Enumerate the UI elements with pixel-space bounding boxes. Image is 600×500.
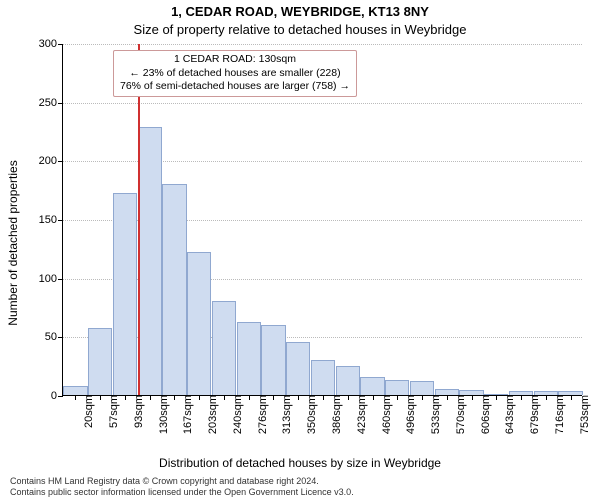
x-tick xyxy=(100,395,101,400)
x-tick-label: 350sqm xyxy=(302,395,318,434)
x-tick xyxy=(447,395,448,400)
x-tick xyxy=(496,395,497,400)
x-tick-label: 276sqm xyxy=(253,395,269,434)
bar xyxy=(187,252,211,395)
y-tick-label: 0 xyxy=(51,390,63,402)
x-tick-label: 57sqm xyxy=(104,395,120,428)
annotation-box: 1 CEDAR ROAD: 130sqm← 23% of detached ho… xyxy=(113,50,357,97)
x-tick xyxy=(125,395,126,400)
bar xyxy=(261,325,285,395)
y-tick-label: 100 xyxy=(39,273,63,285)
x-tick xyxy=(546,395,547,400)
x-tick-label: 20sqm xyxy=(79,395,95,428)
x-tick xyxy=(199,395,200,400)
x-tick xyxy=(422,395,423,400)
chart-title: 1, CEDAR ROAD, WEYBRIDGE, KT13 8NY xyxy=(0,4,600,19)
bar xyxy=(88,328,112,395)
x-tick xyxy=(224,395,225,400)
x-tick-label: 753sqm xyxy=(575,395,591,434)
x-tick-label: 643sqm xyxy=(500,395,516,434)
x-tick-label: 460sqm xyxy=(377,395,393,434)
x-tick-label: 386sqm xyxy=(327,395,343,434)
x-tick-label: 533sqm xyxy=(426,395,442,434)
x-tick xyxy=(348,395,349,400)
footer-line: Contains public sector information licen… xyxy=(10,487,590,498)
y-tick-label: 300 xyxy=(39,38,63,50)
x-tick-label: 93sqm xyxy=(129,395,145,428)
bar xyxy=(385,380,409,395)
x-tick xyxy=(174,395,175,400)
x-tick xyxy=(249,395,250,400)
bar xyxy=(311,360,335,395)
y-tick-label: 150 xyxy=(39,214,63,226)
y-tick-label: 200 xyxy=(39,155,63,167)
x-tick-label: 203sqm xyxy=(203,395,219,434)
gridline xyxy=(63,103,582,104)
x-axis-label: Distribution of detached houses by size … xyxy=(0,456,600,470)
bar xyxy=(162,184,186,395)
plot-area: 05010015020025030020sqm57sqm93sqm130sqm1… xyxy=(62,44,582,396)
y-tick-label: 50 xyxy=(45,331,63,343)
x-tick xyxy=(571,395,572,400)
x-tick-label: 716sqm xyxy=(550,395,566,434)
x-tick-label: 423sqm xyxy=(352,395,368,434)
footer-line: Contains HM Land Registry data © Crown c… xyxy=(10,476,590,487)
x-tick-label: 679sqm xyxy=(525,395,541,434)
bar xyxy=(138,127,162,395)
bar xyxy=(410,381,434,395)
bar xyxy=(212,301,236,395)
x-tick-label: 606sqm xyxy=(476,395,492,434)
x-tick xyxy=(273,395,274,400)
x-tick-label: 167sqm xyxy=(178,395,194,434)
bar xyxy=(286,342,310,395)
x-tick xyxy=(521,395,522,400)
bar xyxy=(360,377,384,395)
x-tick xyxy=(373,395,374,400)
chart-footer: Contains HM Land Registry data © Crown c… xyxy=(0,476,600,498)
gridline xyxy=(63,44,582,45)
x-tick xyxy=(323,395,324,400)
bar xyxy=(336,366,360,395)
chart-subtitle: Size of property relative to detached ho… xyxy=(0,22,600,37)
x-tick xyxy=(75,395,76,400)
bar xyxy=(237,322,261,395)
y-tick-label: 250 xyxy=(39,97,63,109)
annotation-line: 76% of semi-detached houses are larger (… xyxy=(120,80,350,94)
x-tick-label: 570sqm xyxy=(451,395,467,434)
annotation-line: ← 23% of detached houses are smaller (22… xyxy=(120,67,350,81)
x-tick xyxy=(298,395,299,400)
x-tick-label: 130sqm xyxy=(154,395,170,434)
x-tick-label: 240sqm xyxy=(228,395,244,434)
x-tick-label: 313sqm xyxy=(277,395,293,434)
bar xyxy=(113,193,137,395)
x-tick xyxy=(150,395,151,400)
x-tick-label: 496sqm xyxy=(401,395,417,434)
x-tick xyxy=(472,395,473,400)
bar xyxy=(63,386,87,395)
y-axis-label: Number of detached properties xyxy=(6,78,20,243)
annotation-line: 1 CEDAR ROAD: 130sqm xyxy=(120,53,350,67)
x-tick xyxy=(397,395,398,400)
